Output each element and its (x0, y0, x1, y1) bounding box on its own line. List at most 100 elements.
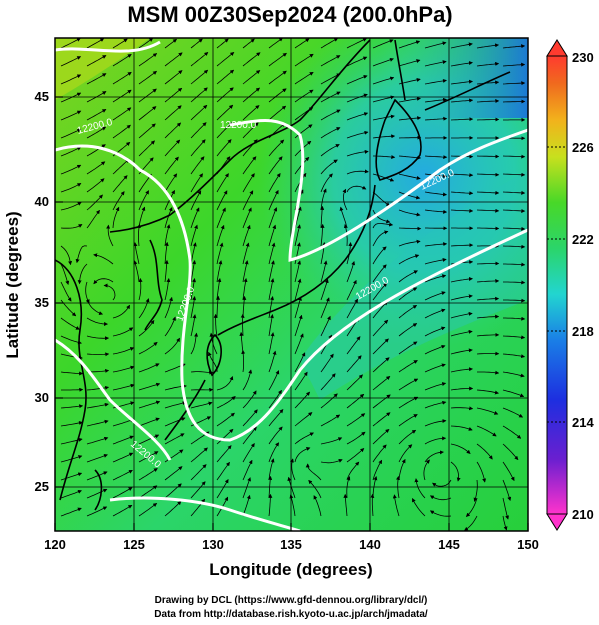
streamline (502, 425, 522, 439)
streamline (294, 38, 310, 49)
streamline (503, 316, 526, 321)
streamline (209, 332, 218, 355)
streamline (60, 472, 83, 481)
streamline (320, 373, 336, 391)
streamline (138, 417, 160, 427)
streamline (320, 260, 328, 283)
streamline (450, 348, 473, 355)
streamline (60, 74, 82, 85)
coastline-china (55, 259, 87, 501)
streamline (432, 479, 452, 487)
streamline (372, 57, 394, 67)
streamline (476, 61, 500, 67)
x-tick-label: 140 (359, 537, 381, 552)
streamline (268, 296, 274, 319)
streamline (86, 109, 107, 121)
streamline (190, 278, 197, 301)
streamline (372, 282, 388, 301)
streamline (213, 313, 218, 337)
streamline (190, 332, 199, 355)
streamline (502, 226, 526, 231)
streamline (476, 461, 487, 483)
y-tick-label: 30 (35, 390, 49, 405)
streamline (289, 494, 296, 517)
streamline (502, 479, 512, 502)
y-tick-label: 25 (35, 479, 49, 494)
streamline (268, 442, 280, 463)
streamline (112, 365, 135, 373)
streamline (216, 479, 229, 499)
streamline (268, 156, 283, 175)
contour-southwest (55, 338, 172, 461)
streamline (502, 172, 526, 177)
streamline (164, 500, 182, 517)
streamline (502, 208, 526, 213)
streamline (320, 278, 329, 301)
streamline (112, 71, 132, 85)
streamline (164, 483, 182, 499)
streamline (77, 263, 88, 285)
streamline (190, 464, 207, 481)
streamline (294, 71, 314, 85)
streamline (424, 242, 448, 247)
streamline (138, 400, 161, 409)
streamline (346, 38, 368, 49)
contour-label: 12200.0 (220, 120, 257, 131)
streamline (268, 189, 279, 211)
streamline (138, 277, 143, 301)
streamline (60, 183, 82, 193)
streamline (216, 190, 228, 211)
streamline (60, 317, 80, 330)
streamline (502, 371, 525, 378)
streamline (398, 270, 419, 283)
streamline (343, 493, 348, 517)
streamline (429, 495, 452, 501)
streamline (398, 323, 418, 337)
streamline (476, 80, 500, 85)
streamline (398, 341, 418, 355)
streamline (346, 130, 369, 139)
streamline (268, 332, 275, 355)
streamline (164, 156, 179, 175)
streamline (398, 396, 419, 409)
streamline (112, 487, 133, 499)
streamline (164, 52, 183, 67)
streamline (164, 38, 178, 49)
axis-tick-marks (54, 96, 529, 531)
streamline (164, 139, 181, 157)
streamline (164, 206, 173, 229)
streamline (60, 56, 82, 67)
streamline (190, 51, 209, 67)
streamline (60, 245, 73, 266)
streamline (216, 69, 235, 85)
streamline (424, 173, 448, 179)
streamline (112, 383, 135, 391)
streamline (242, 190, 254, 211)
streamline (60, 110, 82, 121)
streamline (136, 223, 141, 247)
streamline (342, 188, 348, 211)
streamline (424, 274, 447, 283)
streamline (112, 304, 130, 319)
streamline (476, 261, 500, 266)
streamline (75, 245, 88, 264)
colorbar-scale (546, 55, 568, 515)
streamline (138, 382, 161, 391)
streamline (502, 62, 526, 67)
streamline (268, 370, 280, 391)
streamline (86, 91, 107, 103)
streamline (164, 122, 182, 139)
streamline (424, 400, 447, 409)
streamline (450, 311, 473, 319)
streamline (60, 92, 82, 103)
streamline (503, 298, 526, 303)
streamline (372, 230, 389, 247)
grid-lines (55, 38, 528, 531)
y-axis-label: Latitude (degrees) (3, 211, 22, 358)
streamline (450, 79, 474, 85)
streamline (294, 371, 308, 391)
streamline (60, 263, 70, 285)
streamline (164, 259, 169, 283)
streamline (86, 471, 108, 481)
